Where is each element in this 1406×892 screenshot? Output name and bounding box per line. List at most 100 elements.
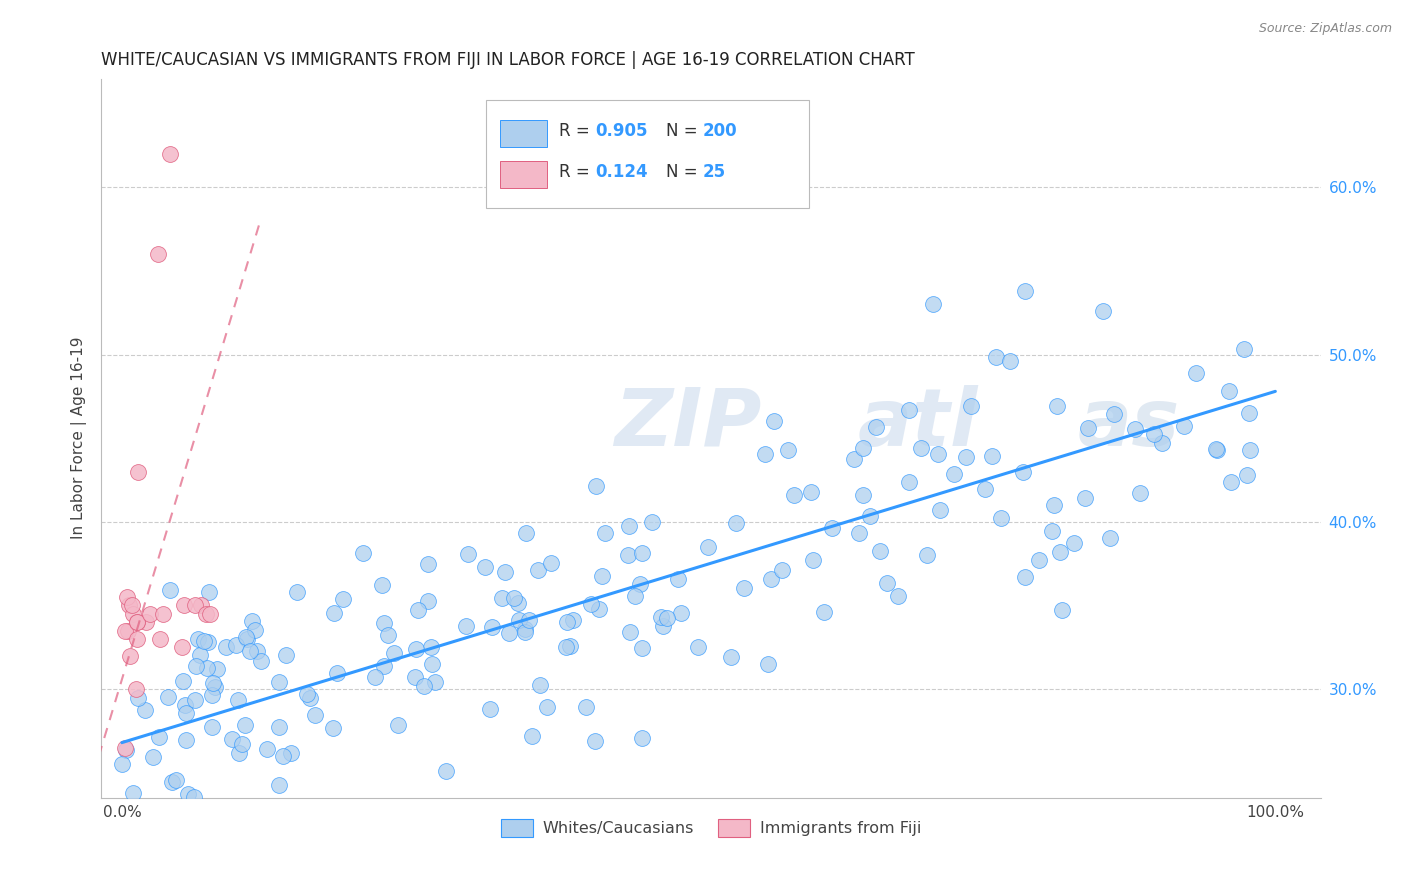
- Point: [481, 620, 503, 634]
- Point: [562, 613, 585, 627]
- Point: [686, 640, 709, 655]
- Point: [373, 659, 395, 673]
- Point: [865, 420, 887, 434]
- Text: R =: R =: [558, 163, 595, 181]
- Legend: Whites/Caucasians, Immigrants from Fiji: Whites/Caucasians, Immigrants from Fiji: [495, 813, 928, 844]
- Point: [650, 609, 672, 624]
- Point: [382, 646, 405, 660]
- Point: [955, 450, 977, 465]
- Point: [1046, 399, 1069, 413]
- Text: WHITE/CAUCASIAN VS IMMIGRANTS FROM FIJI IN LABOR FORCE | AGE 16-19 CORRELATION C: WHITE/CAUCASIAN VS IMMIGRANTS FROM FIJI …: [101, 51, 915, 69]
- Point: [188, 648, 211, 662]
- Point: [157, 690, 180, 704]
- Point: [1143, 426, 1166, 441]
- Point: [326, 665, 349, 680]
- Point: [322, 721, 344, 735]
- Text: N =: N =: [666, 122, 703, 140]
- Point: [193, 634, 215, 648]
- Point: [183, 789, 205, 804]
- Text: R =: R =: [558, 122, 595, 140]
- Point: [973, 482, 995, 496]
- Point: [134, 703, 156, 717]
- Point: [1050, 603, 1073, 617]
- Point: [1074, 491, 1097, 506]
- Point: [174, 706, 197, 721]
- Point: [148, 632, 170, 646]
- Point: [474, 559, 496, 574]
- Point: [236, 632, 259, 646]
- Point: [434, 764, 457, 779]
- Point: [803, 553, 825, 567]
- Point: [515, 526, 537, 541]
- Point: [1063, 536, 1085, 550]
- Point: [628, 577, 651, 591]
- Point: [457, 547, 479, 561]
- Point: [554, 640, 576, 654]
- Point: [928, 502, 950, 516]
- Point: [922, 297, 945, 311]
- Text: 0.905: 0.905: [595, 122, 648, 140]
- Point: [370, 578, 392, 592]
- Point: [256, 741, 278, 756]
- Point: [280, 746, 302, 760]
- Text: 200: 200: [703, 122, 737, 140]
- Point: [859, 508, 882, 523]
- Point: [146, 247, 169, 261]
- Point: [981, 449, 1004, 463]
- Point: [529, 678, 551, 692]
- Point: [187, 632, 209, 646]
- Point: [762, 414, 785, 428]
- Point: [630, 640, 652, 655]
- Point: [243, 623, 266, 637]
- Point: [267, 778, 290, 792]
- Point: [122, 787, 145, 801]
- Point: [420, 640, 443, 654]
- Point: [1205, 442, 1227, 457]
- Point: [852, 488, 875, 502]
- Point: [165, 773, 187, 788]
- Point: [595, 526, 617, 541]
- Point: [200, 607, 222, 621]
- Point: [195, 661, 218, 675]
- Point: [581, 598, 603, 612]
- Point: [915, 549, 938, 563]
- Point: [1237, 406, 1260, 420]
- Point: [575, 700, 598, 714]
- Text: as: as: [1077, 384, 1180, 463]
- Point: [536, 699, 558, 714]
- Point: [127, 615, 149, 629]
- Point: [1150, 436, 1173, 450]
- Point: [190, 599, 212, 613]
- Point: [246, 644, 269, 658]
- Point: [121, 599, 143, 613]
- Point: [139, 607, 162, 621]
- Point: [943, 467, 966, 481]
- Point: [927, 447, 949, 461]
- Point: [124, 836, 146, 850]
- Point: [269, 674, 291, 689]
- Y-axis label: In Labor Force | Age 16-19: In Labor Force | Age 16-19: [72, 337, 87, 540]
- FancyBboxPatch shape: [501, 120, 547, 147]
- Point: [201, 676, 224, 690]
- Point: [135, 615, 157, 629]
- Point: [540, 556, 562, 570]
- Point: [520, 729, 543, 743]
- Point: [960, 399, 983, 413]
- Point: [876, 576, 898, 591]
- Point: [503, 591, 526, 605]
- Text: N =: N =: [666, 163, 703, 181]
- Point: [420, 657, 443, 671]
- Point: [1043, 498, 1066, 512]
- Point: [127, 632, 149, 646]
- Point: [250, 654, 273, 668]
- Point: [869, 544, 891, 558]
- Text: 0.124: 0.124: [595, 163, 648, 181]
- Point: [160, 775, 183, 789]
- Point: [1236, 468, 1258, 483]
- Point: [269, 720, 291, 734]
- Point: [184, 659, 207, 673]
- Point: [233, 718, 256, 732]
- Point: [184, 599, 207, 613]
- Point: [150, 812, 173, 826]
- Point: [666, 572, 689, 586]
